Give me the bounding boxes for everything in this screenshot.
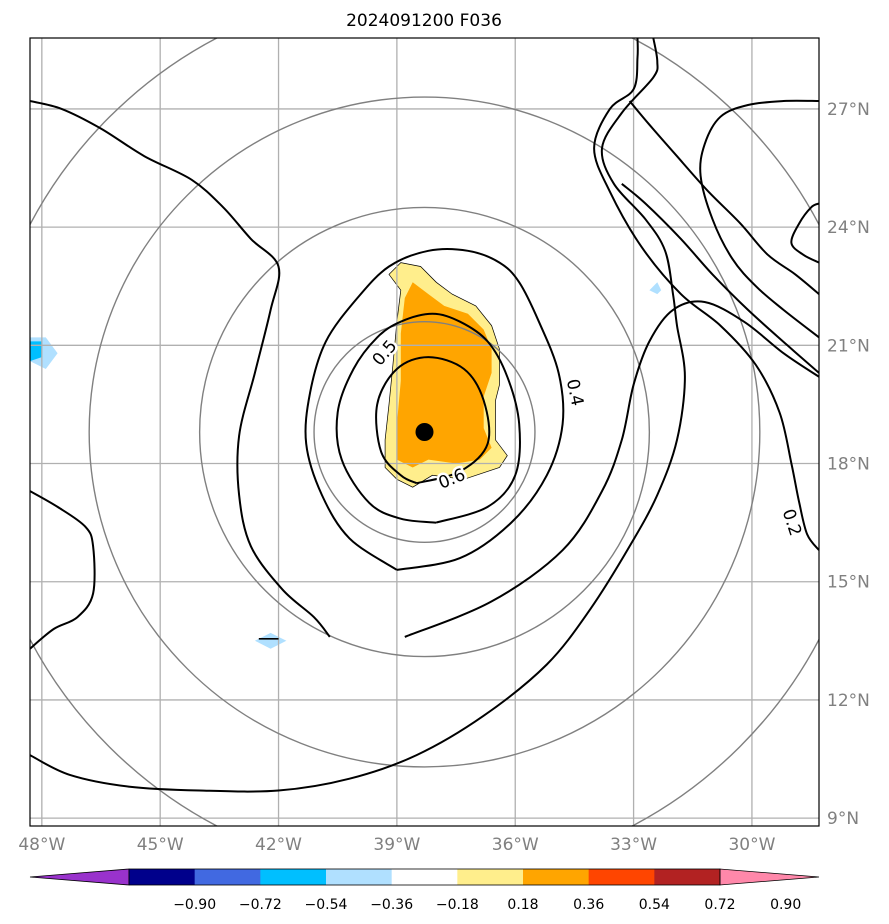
colorbar-tick-label: −0.54 bbox=[305, 897, 348, 913]
colorbar-segment bbox=[194, 869, 261, 885]
colorbar-tick-label: 0.18 bbox=[507, 897, 538, 913]
colorbar-tick-label: 0.36 bbox=[573, 897, 604, 913]
y-tick-label: 24°N bbox=[827, 218, 870, 238]
colorbar-extend-min bbox=[29, 868, 130, 886]
range-ring bbox=[198, 206, 651, 658]
y-tick-label: 9°N bbox=[827, 809, 859, 829]
colorbar-segment bbox=[588, 869, 655, 885]
colorbar-tick-label: −0.18 bbox=[436, 897, 479, 913]
x-tick-label: 42°W bbox=[255, 835, 302, 855]
shaded-region bbox=[649, 282, 662, 295]
x-tick-label: 30°W bbox=[728, 835, 775, 855]
plot-content: 0.50.40.60.2 bbox=[30, 38, 819, 826]
colorbar-segment bbox=[260, 869, 327, 885]
colorbar-segment bbox=[654, 869, 721, 885]
colorbar-segment bbox=[391, 869, 458, 885]
colorbar-tick-label: −0.72 bbox=[239, 897, 282, 913]
contour-line bbox=[375, 356, 491, 485]
contour-line bbox=[30, 38, 686, 793]
y-tick-label: 27°N bbox=[827, 100, 870, 120]
storm-center-marker bbox=[415, 423, 434, 441]
x-tick-label: 36°W bbox=[492, 835, 539, 855]
contour-line bbox=[593, 38, 819, 551]
colorbar-tick-label: −0.36 bbox=[370, 897, 413, 913]
colorbar-segment bbox=[129, 869, 196, 885]
y-tick-label: 15°N bbox=[827, 573, 870, 593]
shaded-region bbox=[254, 632, 287, 649]
contour-line bbox=[404, 300, 819, 638]
contour-line bbox=[335, 312, 521, 524]
contour-line bbox=[621, 183, 819, 374]
colorbar: −0.90 −0.72 −0.54 −0.36 −0.18 0.18 0.36 0.54 0.7… bbox=[29, 868, 820, 913]
x-tick-label: 45°W bbox=[137, 835, 184, 855]
colorbar-segment bbox=[523, 869, 590, 885]
colorbar-extend-max bbox=[719, 868, 820, 886]
colorbar-tick-label: −0.90 bbox=[173, 897, 216, 913]
colorbar-segment bbox=[457, 869, 524, 885]
colorbar-tick-label: 0.72 bbox=[704, 897, 735, 913]
plot-frame bbox=[29, 37, 820, 827]
shaded-region bbox=[30, 341, 42, 362]
x-tick-label: 39°W bbox=[373, 835, 420, 855]
contour-line bbox=[30, 100, 331, 638]
contour-line bbox=[30, 490, 96, 650]
colorbar-segment bbox=[326, 869, 393, 885]
range-ring bbox=[88, 96, 761, 768]
chart-title: 2024091200 F036 bbox=[346, 11, 502, 31]
contour-line bbox=[628, 100, 819, 295]
y-tick-label: 12°N bbox=[827, 691, 870, 711]
colorbar-tick-label: 0.90 bbox=[770, 897, 801, 913]
shaded-region bbox=[396, 282, 492, 468]
x-tick-label: 33°W bbox=[610, 835, 657, 855]
plot-area: 0.50.40.60.2 48°W 45°W 42°W 39°W 36°W 33°W 30°W… bbox=[18, 37, 870, 855]
contour-line bbox=[304, 248, 565, 571]
range-ring bbox=[313, 320, 536, 544]
y-tick-label: 21°N bbox=[827, 336, 870, 356]
colorbar-frame bbox=[128, 868, 721, 886]
y-tick-label: 18°N bbox=[827, 455, 870, 475]
contour-label: 0.4 bbox=[562, 377, 587, 408]
contour-line bbox=[699, 99, 819, 339]
contour-line bbox=[790, 202, 819, 264]
colorbar-tick-label: 0.54 bbox=[639, 897, 670, 913]
x-tick-label: 48°W bbox=[18, 835, 65, 855]
